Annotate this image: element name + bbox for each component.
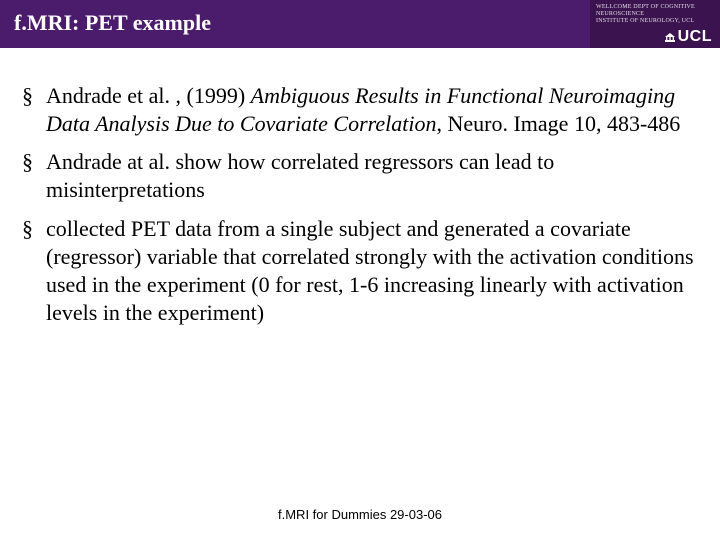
bullet-text-pre: Andrade et al. , (1999) — [46, 83, 251, 108]
ucl-logo: UCL — [664, 28, 712, 46]
header-bar: f.MRI: PET example WELLCOME DEPT OF COGN… — [0, 0, 720, 48]
slide: f.MRI: PET example WELLCOME DEPT OF COGN… — [0, 0, 720, 540]
bullet-item: Andrade et al. , (1999) Ambiguous Result… — [22, 82, 698, 138]
ucl-logo-text: UCL — [678, 28, 712, 46]
bullet-item: Andrade at al. show how correlated regre… — [22, 148, 698, 204]
slide-footer: f.MRI for Dummies 29-03-06 — [0, 507, 720, 522]
bullet-list: Andrade et al. , (1999) Ambiguous Result… — [22, 82, 698, 327]
slide-content: Andrade et al. , (1999) Ambiguous Result… — [0, 48, 720, 540]
bullet-text-post: , Neuro. Image 10, 483-486 — [437, 111, 681, 136]
bullet-text-pre: Andrade at al. show how correlated regre… — [46, 149, 554, 202]
dept-line-2: INSTITUTE OF NEUROLOGY, UCL — [596, 18, 694, 25]
bullet-text-pre: collected PET data from a single subject… — [46, 216, 694, 325]
bullet-item: collected PET data from a single subject… — [22, 215, 698, 328]
ucl-dome-icon — [664, 31, 676, 43]
header-right: WELLCOME DEPT OF COGNITIVE NEUROSCIENCE … — [590, 0, 720, 48]
dept-line-1: WELLCOME DEPT OF COGNITIVE NEUROSCIENCE — [596, 4, 714, 18]
slide-title: f.MRI: PET example — [0, 0, 590, 48]
